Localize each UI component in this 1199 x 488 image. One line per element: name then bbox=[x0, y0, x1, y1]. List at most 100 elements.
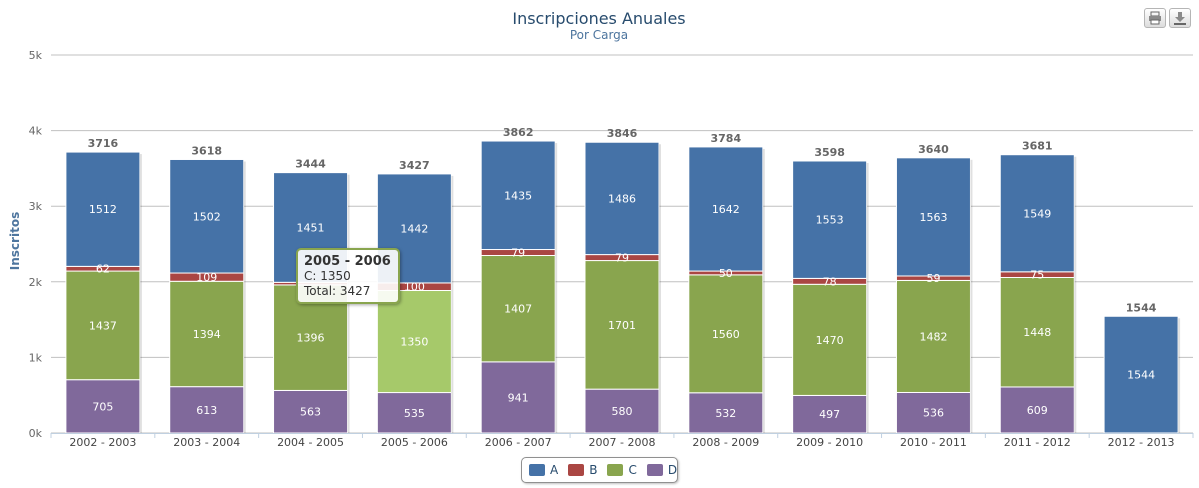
data-label: 1448 bbox=[1023, 326, 1051, 339]
bar-shadow bbox=[970, 159, 973, 434]
legend-label-a: A bbox=[550, 463, 559, 477]
bar-shadow bbox=[762, 148, 765, 433]
bar-segment-c bbox=[65, 270, 141, 381]
data-label: 1470 bbox=[816, 334, 844, 347]
total-label: 3784 bbox=[711, 132, 742, 145]
bar-shadow bbox=[1178, 318, 1181, 433]
data-label: 79 bbox=[511, 247, 525, 260]
bar-segment-c bbox=[584, 260, 660, 390]
data-label: 100 bbox=[404, 281, 425, 294]
print-icon bbox=[1149, 11, 1161, 25]
x-tick-label: 2003 - 2004 bbox=[173, 436, 240, 449]
legend-label-b: B bbox=[589, 463, 598, 477]
data-label: 1701 bbox=[608, 319, 636, 332]
data-label: 59 bbox=[926, 272, 940, 285]
tooltip: 2005 - 2006 C: 1350 Total: 3427 bbox=[296, 248, 400, 304]
data-label: 62 bbox=[96, 263, 110, 276]
chart-title: Inscripciones Anuales bbox=[512, 9, 685, 28]
total-label: 3598 bbox=[814, 146, 845, 159]
data-label: 79 bbox=[615, 252, 629, 265]
bar-segment-c bbox=[688, 274, 764, 394]
data-label: 1451 bbox=[297, 221, 325, 234]
data-label: 109 bbox=[196, 271, 217, 284]
data-label: 1549 bbox=[1023, 207, 1051, 220]
data-label: 1486 bbox=[608, 192, 636, 205]
bar-segment-a bbox=[584, 141, 660, 256]
chart-subtitle: Por Carga bbox=[570, 28, 628, 42]
data-label: 613 bbox=[196, 404, 217, 417]
bar-segment-d bbox=[376, 392, 452, 434]
data-label: 1502 bbox=[193, 210, 221, 223]
data-label: 1482 bbox=[919, 330, 947, 343]
x-tick-label: 2010 - 2011 bbox=[900, 436, 967, 449]
x-tick-label: 2006 - 2007 bbox=[485, 436, 552, 449]
total-label: 3716 bbox=[88, 137, 119, 150]
data-label: 1394 bbox=[193, 328, 221, 341]
total-label: 3444 bbox=[295, 158, 326, 171]
data-label: 75 bbox=[1030, 269, 1044, 282]
bar-shadow bbox=[866, 162, 869, 433]
y-tick-label: 5k bbox=[29, 49, 43, 62]
legend-item-b[interactable]: B bbox=[568, 463, 597, 477]
total-label: 3862 bbox=[503, 126, 534, 139]
bar-shadow bbox=[243, 161, 246, 434]
data-label: 536 bbox=[923, 407, 944, 420]
y-tick-label: 0k bbox=[29, 427, 43, 440]
bar-segment-c bbox=[895, 279, 971, 393]
bar-segment-a bbox=[999, 154, 1075, 273]
data-label: 532 bbox=[715, 407, 736, 420]
x-tick-label: 2007 - 2008 bbox=[589, 436, 656, 449]
bar-segment-a bbox=[895, 157, 971, 277]
data-label: 1544 bbox=[1127, 369, 1155, 382]
data-label: 705 bbox=[92, 400, 113, 413]
legend: A B C D bbox=[521, 457, 678, 483]
total-label: 3846 bbox=[607, 127, 638, 140]
legend-swatch-a bbox=[529, 464, 545, 476]
y-tick-label: 2k bbox=[29, 276, 43, 289]
legend-item-a[interactable]: A bbox=[529, 463, 558, 477]
x-tick-label: 2002 - 2003 bbox=[69, 436, 136, 449]
x-tick-label: 2005 - 2006 bbox=[381, 436, 448, 449]
download-icon bbox=[1174, 12, 1186, 25]
total-label: 3618 bbox=[191, 144, 222, 157]
x-tick-label: 2011 - 2012 bbox=[1004, 436, 1071, 449]
y-tick-label: 1k bbox=[29, 351, 43, 364]
bar-segment-a bbox=[1103, 315, 1179, 434]
y-tick-label: 3k bbox=[29, 200, 43, 213]
legend-label-d: D bbox=[667, 463, 678, 477]
bar-segment-a bbox=[169, 158, 245, 274]
bar-segment-a bbox=[480, 140, 556, 251]
total-label: 3640 bbox=[918, 143, 949, 156]
bar-segment-d bbox=[792, 394, 868, 434]
data-label: 1435 bbox=[504, 189, 532, 202]
y-tick-label: 4k bbox=[29, 125, 43, 138]
data-label: 941 bbox=[508, 391, 529, 404]
data-label: 563 bbox=[300, 406, 321, 419]
bar-segment-c bbox=[792, 283, 868, 396]
y-axis-title: Inscritos bbox=[8, 212, 22, 270]
bar-shadow bbox=[555, 143, 558, 433]
download-button[interactable] bbox=[1169, 8, 1191, 28]
bar-segment-c bbox=[376, 289, 452, 394]
print-button[interactable] bbox=[1144, 8, 1166, 28]
bar-shadow bbox=[451, 175, 454, 433]
legend-item-c[interactable]: C bbox=[607, 463, 637, 477]
bar-shadow bbox=[1074, 156, 1077, 433]
data-label: 1407 bbox=[504, 303, 532, 316]
legend-swatch-d bbox=[646, 464, 663, 476]
data-label: 609 bbox=[1027, 404, 1048, 417]
x-tick-label: 2009 - 2010 bbox=[796, 436, 863, 449]
bar-shadow bbox=[139, 154, 142, 433]
bar-segment-d bbox=[480, 361, 556, 434]
data-label: 1512 bbox=[89, 203, 117, 216]
bar-segment-d bbox=[895, 391, 971, 434]
bar-shadow bbox=[659, 144, 661, 433]
data-label: 1437 bbox=[89, 319, 117, 332]
data-label: 1553 bbox=[816, 214, 844, 227]
total-label: 3427 bbox=[399, 159, 430, 172]
data-label: 1350 bbox=[400, 336, 428, 349]
legend-item-d[interactable]: D bbox=[646, 463, 678, 477]
data-label: 1563 bbox=[919, 211, 947, 224]
legend-label-c: C bbox=[628, 463, 637, 477]
